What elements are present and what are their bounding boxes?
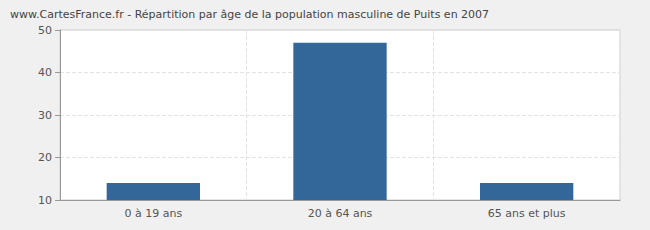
svg-text:20: 20 [38,151,52,164]
svg-text:www.CartesFrance.fr - Répartit: www.CartesFrance.fr - Répartition par âg… [10,8,489,21]
svg-text:30: 30 [38,109,52,122]
svg-text:10: 10 [38,194,52,207]
svg-text:50: 50 [38,24,52,37]
svg-text:65 ans et plus: 65 ans et plus [488,207,566,220]
svg-text:40: 40 [38,66,52,79]
svg-text:0 à 19 ans: 0 à 19 ans [124,207,182,220]
svg-text:20 à 64 ans: 20 à 64 ans [308,207,373,220]
